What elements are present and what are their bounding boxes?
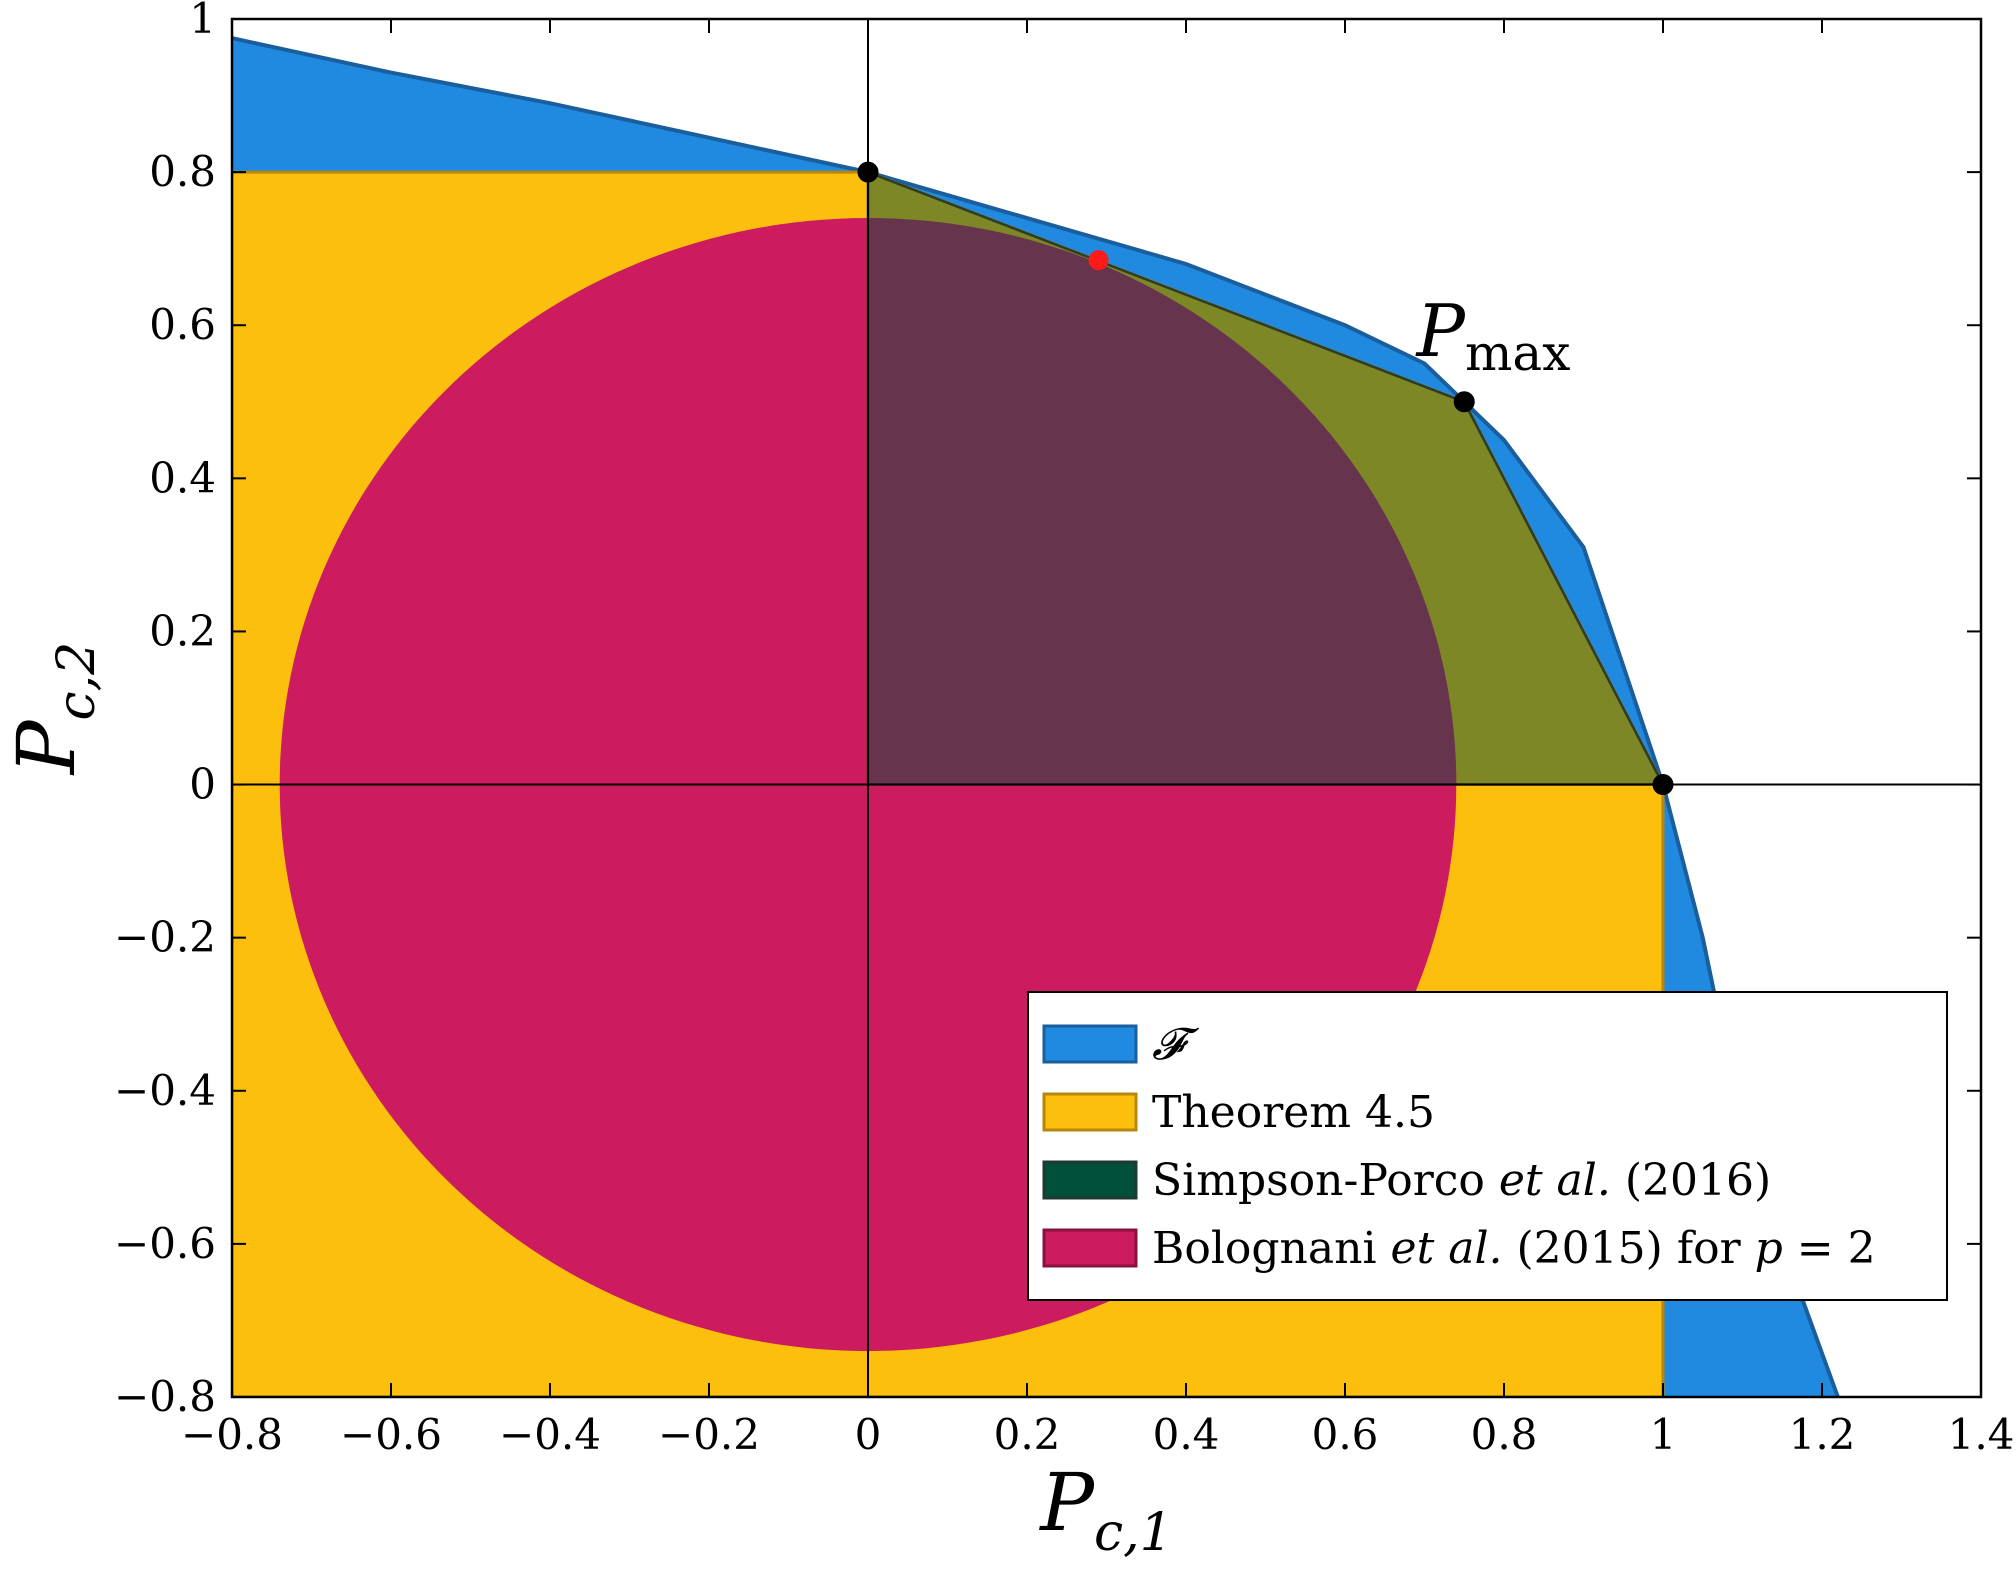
legend-label-part: (2016) [1611, 1155, 1771, 1206]
y-tick-label: −0.6 [114, 1219, 216, 1268]
legend-label-3: Bolognani et al. (2015) for p = 2 [1152, 1223, 1876, 1274]
legend-label-part: Simpson-Porco [1152, 1155, 1499, 1206]
x-axis-label-sub: c,1 [1094, 1503, 1173, 1563]
series-overlap-area [868, 218, 1457, 785]
legend-label-2: Simpson-Porco et al. (2016) [1152, 1155, 1771, 1206]
x-tick-label: 1.2 [1789, 1410, 1856, 1459]
x-tick-label: 0.6 [1312, 1410, 1379, 1459]
marker-point-0 [857, 161, 879, 183]
annotation-pmax: Pmax [1415, 289, 1571, 382]
y-tick-label: 0.6 [149, 300, 216, 349]
x-tick-label: −0.2 [658, 1410, 760, 1459]
y-tick-label: 0.2 [149, 606, 216, 655]
marker-point-3 [1088, 250, 1109, 271]
legend-box [1027, 991, 1948, 1301]
axis-labels: Pc,1Pc,2 [0, 642, 1173, 1563]
x-tick-label: 0 [855, 1410, 882, 1459]
annotation-main: P [1415, 289, 1467, 373]
x-axis-label: Pc,1 [1038, 1456, 1173, 1563]
legend-label-part: et al. [1499, 1155, 1611, 1206]
x-tick-label: −0.8 [181, 1410, 283, 1459]
legend-swatch-1 [1042, 1092, 1138, 1132]
x-tick-label: −0.4 [499, 1410, 601, 1459]
y-tick-label: −0.2 [114, 913, 216, 962]
y-tick-label: 0 [189, 760, 216, 809]
legend-swatch-0 [1042, 1024, 1138, 1064]
y-axis-label-main: P [0, 719, 93, 776]
x-tick-label: 0.2 [994, 1410, 1061, 1459]
y-tick-label: 0.8 [149, 147, 216, 196]
legend-label-1: Theorem 4.5 [1152, 1087, 1435, 1138]
y-tick-label: −0.8 [114, 1372, 216, 1421]
annotation-sub: max [1465, 324, 1570, 382]
y-tick-label: 1 [189, 0, 216, 43]
x-tick-label: 0.4 [1153, 1410, 1220, 1459]
annotations: Pmax [1415, 289, 1571, 382]
legend-label-part: (2015) for [1503, 1223, 1755, 1274]
x-axis-label-main: P [1038, 1456, 1095, 1549]
marker-points [857, 161, 1674, 796]
y-tick-label: −0.4 [114, 1066, 216, 1115]
legend-swatch-3 [1042, 1228, 1138, 1268]
legend-swatch-2 [1042, 1160, 1138, 1200]
legend-label-part: = 2 [1783, 1223, 1876, 1274]
axis-ticks: −0.8 −0.6 −0.4 −0.2 0 0.2 0.4 0.6 0.8 1 1.2 1.4 −0.8… [114, 0, 2014, 1459]
legend-label-part: Bolognani [1152, 1223, 1391, 1274]
marker-point-1 [1453, 391, 1475, 413]
x-tick-label: 1 [1650, 1410, 1677, 1459]
y-tick-label: 0.4 [149, 453, 216, 502]
x-tick-label: −0.6 [340, 1410, 442, 1459]
x-tick-label: 1.4 [1948, 1410, 2015, 1459]
origin-axis-lines [232, 19, 1981, 1397]
x-tick-label: 0.8 [1471, 1410, 1538, 1459]
y-axis-label: Pc,2 [0, 642, 107, 777]
legend-label-part: p [1755, 1223, 1783, 1274]
legend-label-part: et al. [1391, 1223, 1503, 1274]
y-axis-label-sub: c,2 [47, 642, 107, 721]
plot-frame [230, 17, 1983, 1399]
marker-point-2 [1652, 774, 1674, 796]
